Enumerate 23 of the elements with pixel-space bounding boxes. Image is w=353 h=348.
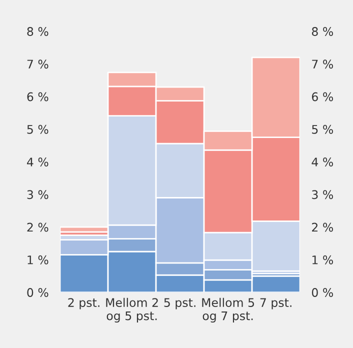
x-tick-label: 7 pst. (260, 298, 292, 310)
y2-tick-label: 0 % (312, 288, 333, 297)
y2-tick-label: 7 % (312, 60, 333, 69)
y-tick-label: 3 % (27, 190, 48, 200)
y2-tick-label: 2 % (312, 222, 333, 232)
y2-tick-label: 8 % (312, 27, 333, 36)
x-tick-label: Mellom 5 og 7 pst. (202, 298, 254, 323)
y-tick-label: 2 % (27, 222, 48, 232)
x-tick-label: Mellom 2 og 5 pst. (106, 298, 158, 323)
y-tick-label: 7 % (27, 60, 48, 69)
y-tick-label: 5 % (27, 124, 48, 134)
y2-tick-label: 1 % (312, 255, 333, 264)
y2-tick-label: 3 % (312, 190, 333, 200)
y2-tick-label: 5 % (312, 124, 333, 134)
y2-tick-label: 4 % (312, 158, 333, 166)
y2-tick-label: 6 % (312, 92, 333, 102)
y-tick-label: 6 % (27, 92, 48, 102)
y-tick-label: 8 % (27, 27, 48, 36)
y-tick-label: 1 % (28, 255, 48, 264)
y-tick-label: 4 % (26, 158, 48, 166)
x-tick-label: 5 pst. (164, 298, 196, 310)
y-tick-label: 0 % (27, 288, 48, 297)
x-tick-label: 2 pst. (68, 298, 100, 310)
